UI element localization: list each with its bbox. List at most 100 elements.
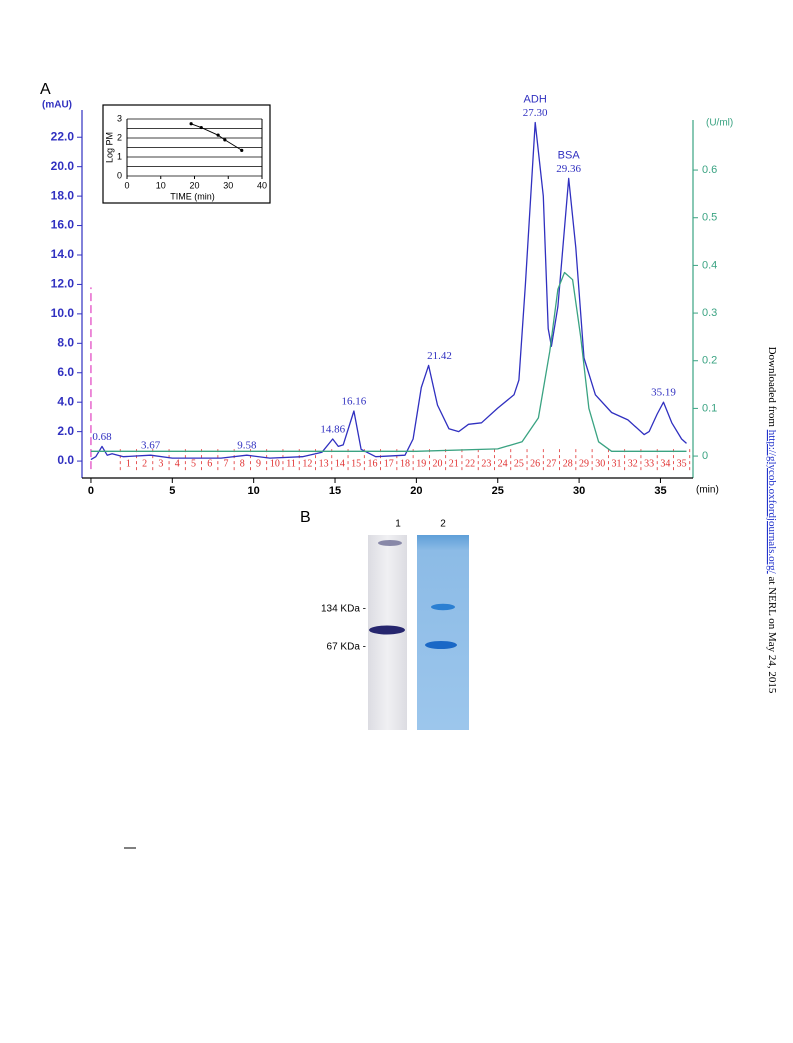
fraction-label: 10 <box>270 458 280 469</box>
inset-frame <box>102 104 271 204</box>
lane-label: 1 <box>395 519 401 530</box>
peak-label: 27.30 <box>523 107 548 119</box>
fraction-label: 24 <box>498 458 508 469</box>
fraction-label: 11 <box>286 458 296 469</box>
side-link[interactable]: http://glycob.oxfordjournals.org/ <box>766 430 778 575</box>
fraction-label: 19 <box>416 458 426 469</box>
y2-axis-label: (U/ml) <box>706 118 733 129</box>
x-tick-label: 10 <box>156 180 166 190</box>
fraction-label: 30 <box>595 458 605 469</box>
fraction-label: 15 <box>351 458 361 469</box>
fraction-label: 27 <box>546 458 556 469</box>
series-line <box>90 121 687 461</box>
peak-label: 3.67 <box>141 440 161 452</box>
gel-lane <box>417 535 469 730</box>
side-text: Downloaded from <box>766 347 778 430</box>
fraction-label: 23 <box>481 458 491 469</box>
marker-label: 67 KDa - <box>327 642 366 653</box>
point <box>189 122 193 126</box>
fraction-label: 14 <box>335 458 345 469</box>
y2-tick-label: 0.2 <box>702 355 717 367</box>
x-tick-label: 5 <box>169 485 175 497</box>
fraction-label: 7 <box>224 458 229 469</box>
peak-label: 29.36 <box>556 163 581 175</box>
y-tick-label: 2.0 <box>57 424 74 438</box>
gel-band <box>378 540 402 546</box>
fraction-label: 6 <box>207 458 212 469</box>
y-tick-label: 22.0 <box>51 129 75 143</box>
y-tick-label: 20.0 <box>51 159 75 173</box>
fraction-label: 9 <box>256 458 261 469</box>
fraction-label: 35 <box>677 458 687 469</box>
x-tick-label: 30 <box>573 485 585 497</box>
x-axis-label: TIME (min) <box>170 191 215 201</box>
fraction-label: 12 <box>302 458 312 469</box>
peak-label: 0.68 <box>92 431 112 443</box>
y2-tick-label: 0 <box>702 450 708 462</box>
y-tick-label: 6.0 <box>57 365 74 379</box>
fraction-label: 26 <box>530 458 540 469</box>
fraction-label: 16 <box>367 458 377 469</box>
x-tick-label: 0 <box>88 485 94 497</box>
lane-label: 2 <box>440 519 446 530</box>
point <box>216 133 220 137</box>
fraction-label: 1 <box>126 458 131 469</box>
y-tick-label: 1 <box>117 151 122 161</box>
fraction-label: 3 <box>158 458 163 469</box>
x-tick-label: 25 <box>492 485 504 497</box>
fraction-label: 28 <box>563 458 573 469</box>
gel-band <box>425 641 457 649</box>
fraction-label: 17 <box>384 458 394 469</box>
y2-tick-label: 0.1 <box>702 402 717 414</box>
panel-label: A <box>40 81 51 98</box>
fraction-label: 29 <box>579 458 589 469</box>
y-tick-label: 14.0 <box>51 247 75 261</box>
y-tick-label: 2 <box>117 132 122 142</box>
point <box>240 148 244 152</box>
fraction-label: 21 <box>449 458 459 469</box>
y-tick-label: 0.0 <box>57 453 74 467</box>
fraction-label: 22 <box>465 458 475 469</box>
y2-tick-label: 0.4 <box>702 259 717 271</box>
y2-tick-label: 0.3 <box>702 307 717 319</box>
fraction-label: 31 <box>612 458 622 469</box>
y-tick-label: 18.0 <box>51 188 75 202</box>
fraction-label: 33 <box>644 458 654 469</box>
y-tick-label: 4.0 <box>57 394 74 408</box>
fraction-label: 2 <box>142 458 147 469</box>
y-tick-label: 12.0 <box>51 277 75 291</box>
x-tick-label: 30 <box>223 180 233 190</box>
x-tick-label: 20 <box>189 180 199 190</box>
x-tick-label: 20 <box>410 485 422 497</box>
peak-label: 9.58 <box>237 440 257 452</box>
x-tick-label: 35 <box>654 485 666 497</box>
fraction-label: 4 <box>175 458 180 469</box>
y2-tick-label: 0.6 <box>702 164 717 176</box>
fraction-label: 18 <box>400 458 410 469</box>
peak-label: 14.86 <box>320 424 345 436</box>
x-axis-label: (min) <box>696 485 719 496</box>
gel-band <box>369 625 405 635</box>
peak-name: BSA <box>558 149 581 161</box>
fraction-label: 13 <box>319 458 329 469</box>
fraction-label: 25 <box>514 458 524 469</box>
side-text: at NERL on May 24, 2015 <box>766 574 778 694</box>
x-tick-label: 10 <box>248 485 260 497</box>
peak-label: 21.42 <box>427 350 452 362</box>
marker-label: 134 KDa - <box>321 604 366 615</box>
series-line <box>90 271 687 452</box>
point <box>199 125 203 130</box>
peak-name: ADH <box>524 93 547 105</box>
y-tick-label: 10.0 <box>51 306 75 320</box>
y-tick-label: 8.0 <box>57 335 74 349</box>
point <box>223 138 227 142</box>
fraction-label: 20 <box>433 458 443 469</box>
gel-band <box>431 603 455 611</box>
peak-label: 16.16 <box>342 396 367 408</box>
side-note: Downloaded from http://glycob.oxfordjour… <box>766 347 778 694</box>
y-tick-label: 3 <box>117 113 122 123</box>
x-tick-label: 15 <box>329 485 341 497</box>
fraction-label: 34 <box>660 458 670 469</box>
y-tick-label: 0 <box>117 170 122 180</box>
